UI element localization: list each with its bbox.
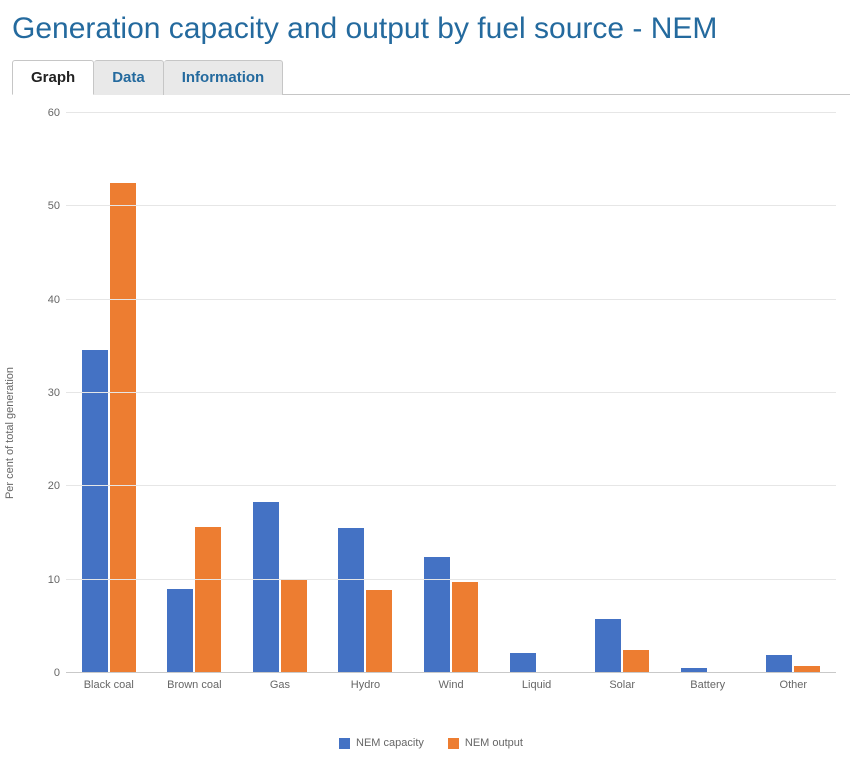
bar (623, 650, 649, 673)
x-tick-label: Hydro (323, 679, 409, 691)
bar (82, 350, 108, 673)
y-tick-label: 50 (26, 200, 66, 212)
gridline (66, 299, 836, 300)
category-group (237, 113, 323, 673)
y-axis-label: Per cent of total generation (4, 367, 16, 499)
gridline (66, 392, 836, 393)
plot-region: 0102030405060 (66, 113, 836, 673)
category-group (494, 113, 580, 673)
legend-label: NEM output (465, 737, 523, 749)
legend-swatch (339, 738, 350, 749)
legend-item: NEM output (448, 737, 523, 749)
category-group (579, 113, 665, 673)
legend-item: NEM capacity (339, 737, 424, 749)
category-group (408, 113, 494, 673)
bar (110, 183, 136, 673)
page-title: Generation capacity and output by fuel s… (12, 12, 854, 46)
bar (253, 502, 279, 673)
legend-swatch (448, 738, 459, 749)
gridline (66, 579, 836, 580)
y-tick-label: 60 (26, 107, 66, 119)
bar (452, 582, 478, 673)
chart-area: Per cent of total generation 01020304050… (18, 113, 844, 753)
legend: NEM capacity NEM output (18, 737, 844, 749)
x-tick-label: Liquid (494, 679, 580, 691)
bar (766, 655, 792, 673)
x-tick-label: Battery (665, 679, 751, 691)
gridline (66, 485, 836, 486)
category-group (66, 113, 152, 673)
x-tick-label: Other (751, 679, 837, 691)
bar (167, 589, 193, 673)
bar (195, 527, 221, 673)
y-tick-label: 20 (26, 480, 66, 492)
x-tick-label: Wind (408, 679, 494, 691)
category-group (323, 113, 409, 673)
bar (424, 557, 450, 673)
x-axis-labels: Black coalBrown coalGasHydroWindLiquidSo… (66, 673, 836, 691)
tab-graph[interactable]: Graph (12, 60, 94, 95)
gridline (66, 112, 836, 113)
y-tick-label: 30 (26, 387, 66, 399)
bar (281, 580, 307, 673)
x-tick-label: Black coal (66, 679, 152, 691)
category-group (751, 113, 837, 673)
bar (366, 590, 392, 673)
tab-bar: Graph Data Information (12, 60, 850, 95)
bar (595, 619, 621, 673)
category-group (152, 113, 238, 673)
y-tick-label: 10 (26, 574, 66, 586)
gridline (66, 205, 836, 206)
x-tick-label: Solar (579, 679, 665, 691)
y-tick-label: 40 (26, 294, 66, 306)
category-group (665, 113, 751, 673)
bar (510, 653, 536, 673)
tab-information[interactable]: Information (164, 60, 284, 95)
x-tick-label: Brown coal (152, 679, 238, 691)
bars-container (66, 113, 836, 673)
x-tick-label: Gas (237, 679, 323, 691)
y-tick-label: 0 (26, 667, 66, 679)
bar (338, 528, 364, 673)
tab-data[interactable]: Data (94, 60, 164, 95)
legend-label: NEM capacity (356, 737, 424, 749)
